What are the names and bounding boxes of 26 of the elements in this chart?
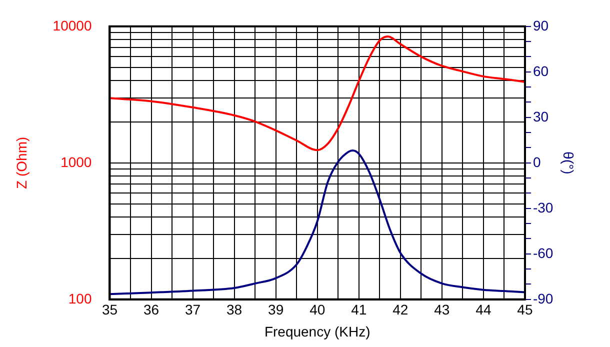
y2-axis-title: θ(°): [560, 152, 577, 174]
y2-tick-label: 60: [532, 62, 549, 79]
x-tick-label: 41: [351, 302, 367, 318]
x-tick-label: 40: [310, 302, 326, 318]
x-tick-label: 36: [143, 302, 160, 318]
y-axis-title: Z (Ohm): [13, 136, 30, 189]
x-tick-label: 35: [102, 302, 118, 318]
y-tick-label: 100: [68, 290, 92, 306]
line-series: [110, 36, 525, 152]
y2-tick-label: 30: [532, 108, 549, 124]
x-tick-label: 45: [517, 302, 533, 318]
x-tick-label: 44: [476, 302, 492, 318]
x-tick-label: 42: [392, 302, 408, 318]
x-tick-label: 37: [184, 302, 201, 318]
y-tick-label: 1000: [60, 154, 92, 170]
x-axis-title: Frequency (KHz): [264, 323, 370, 340]
x-tick-label: 39: [268, 302, 284, 318]
line-series: [110, 149, 525, 296]
x-tick-label: 43: [434, 302, 450, 318]
y2-tick-label: -60: [532, 244, 554, 261]
y2-tick-label: -90: [532, 290, 554, 306]
y2-tick-label: -30: [532, 199, 554, 216]
y-tick-label: 10000: [52, 17, 92, 34]
y2-tick-label: 90: [532, 17, 549, 34]
y2-tick-label: 0: [532, 154, 541, 170]
x-tick-label: 38: [226, 302, 242, 318]
